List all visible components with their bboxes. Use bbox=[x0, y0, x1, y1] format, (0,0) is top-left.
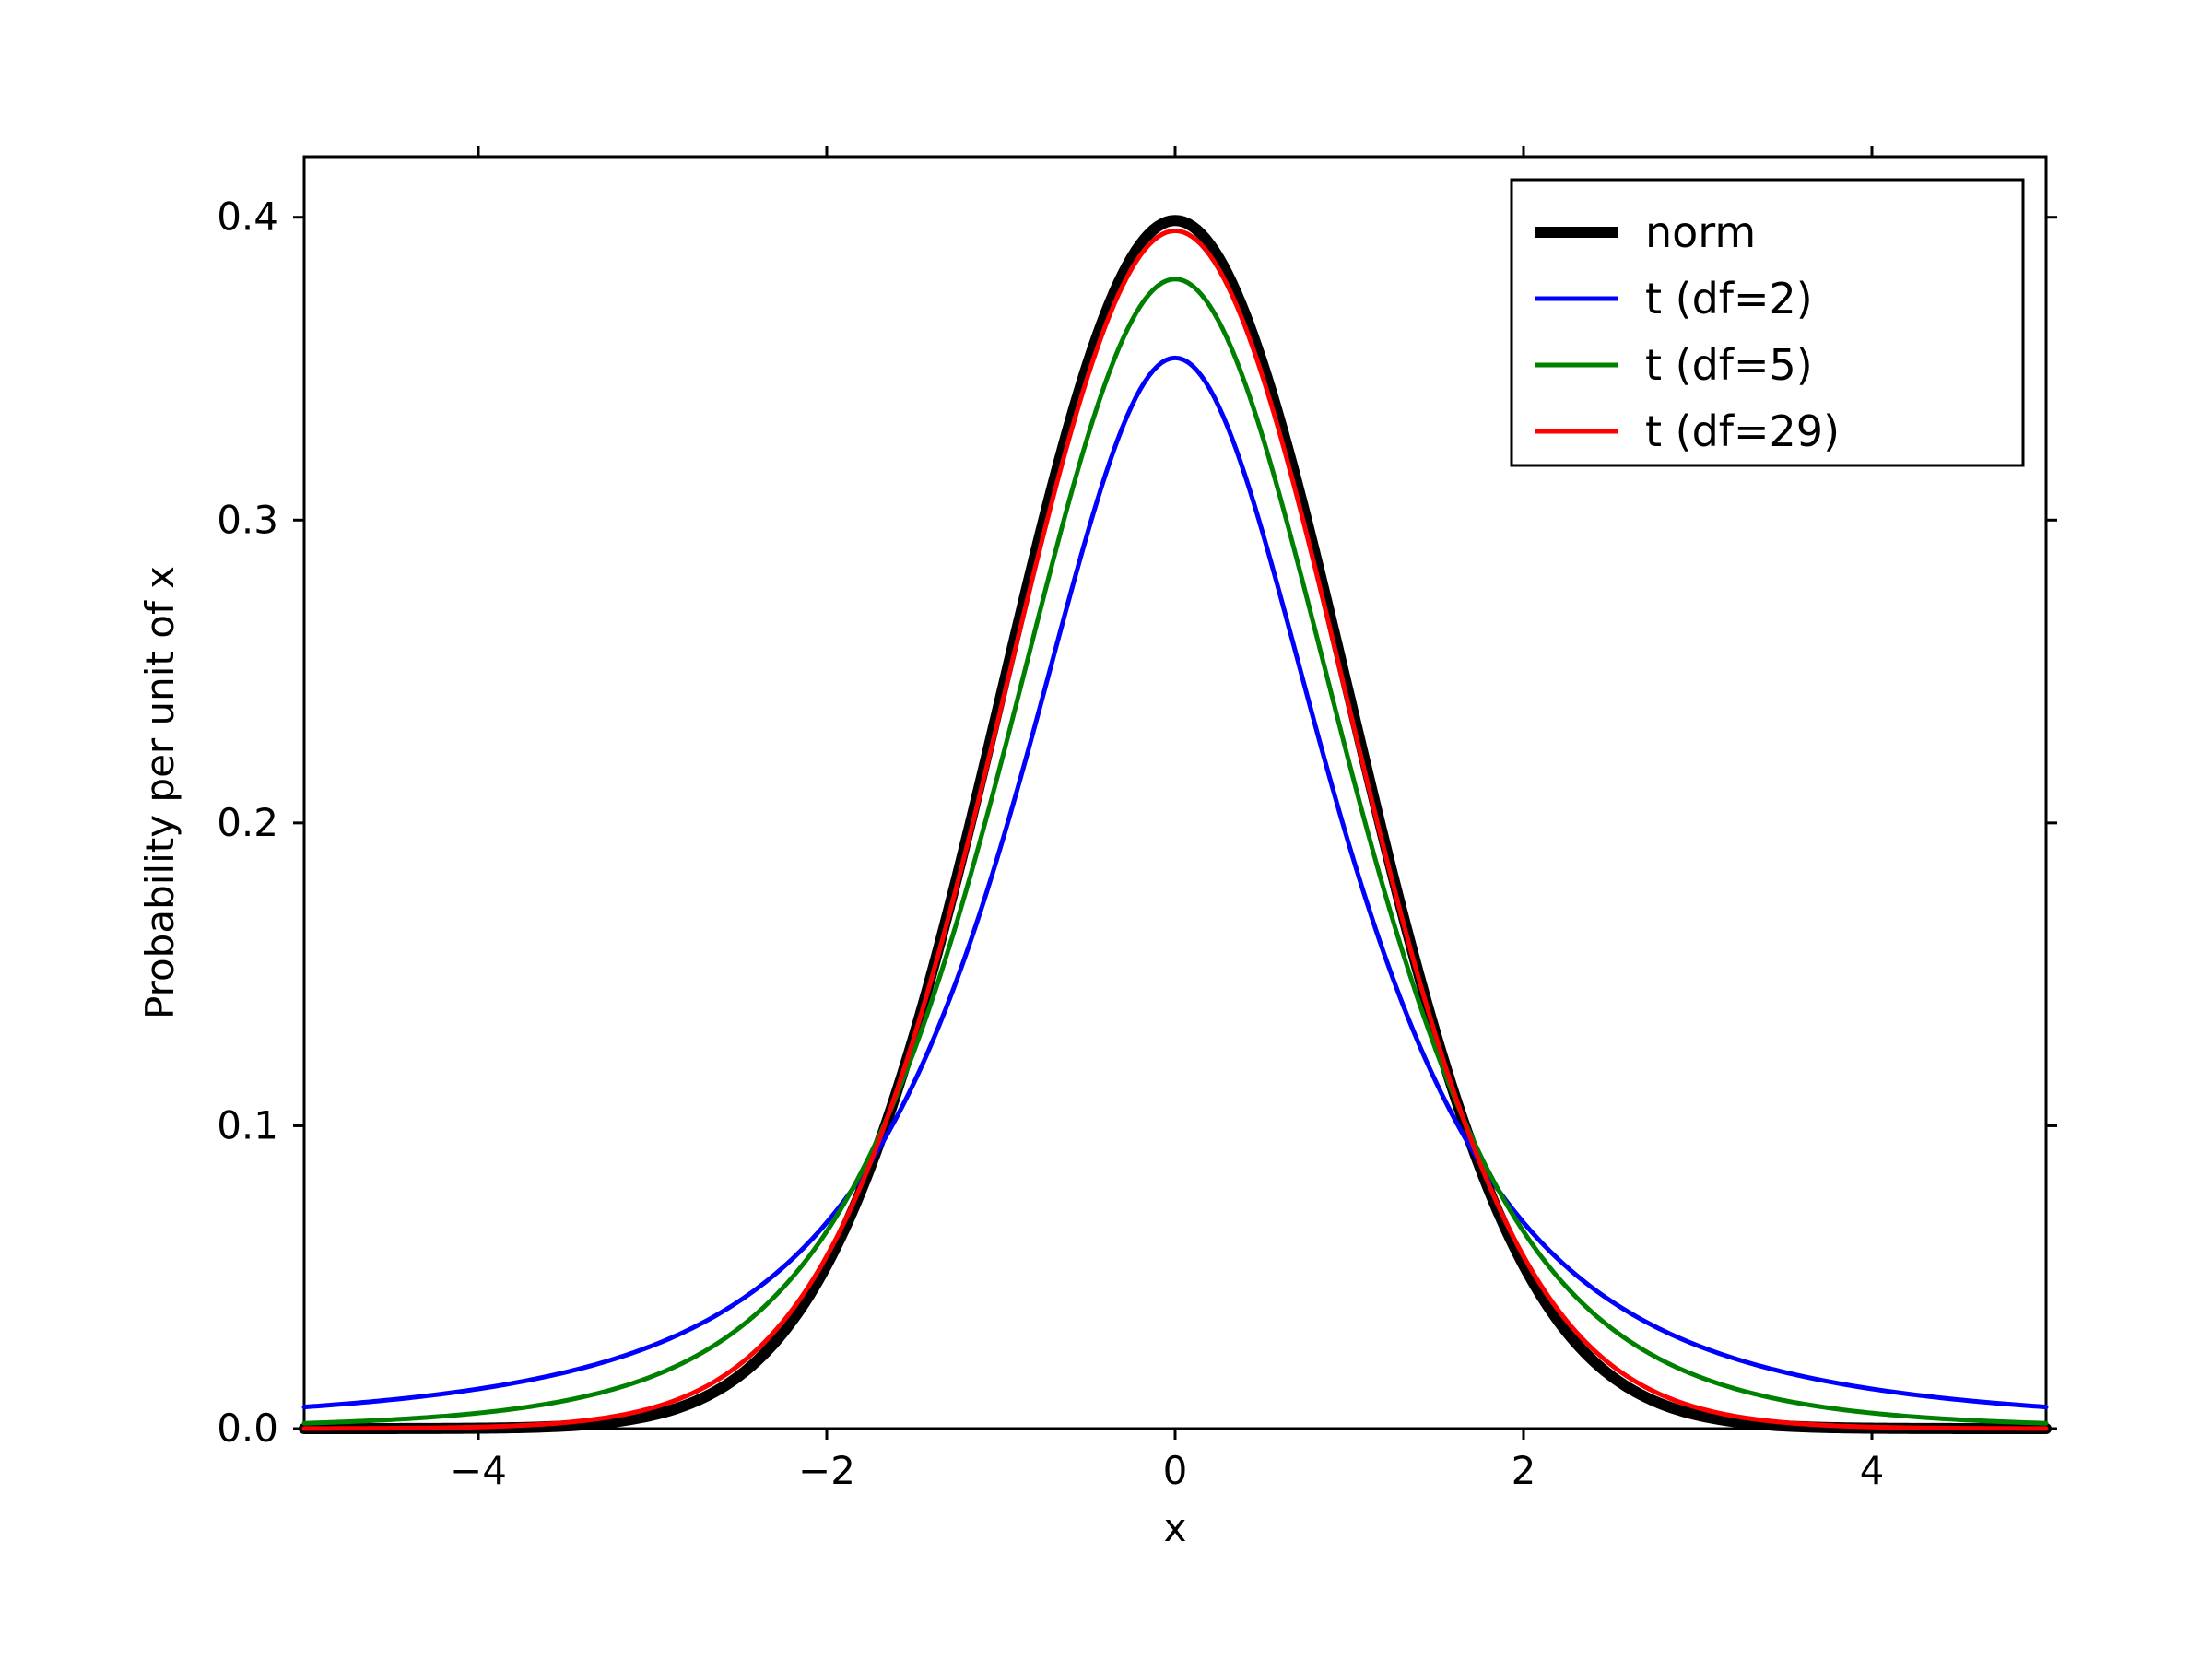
y-tick-label: 0.0 bbox=[217, 1406, 278, 1451]
x-tick-label: 0 bbox=[1163, 1448, 1188, 1493]
legend-label-t-df2: t (df=2) bbox=[1645, 274, 1813, 324]
legend-label-t-df29: t (df=29) bbox=[1645, 406, 1840, 456]
x-tick-label: 2 bbox=[1512, 1448, 1536, 1493]
series-t-df2 bbox=[304, 358, 2046, 1406]
legend: norm t (df=2) t (df=5) t (df=29) bbox=[1512, 180, 2023, 465]
x-tick-label: −4 bbox=[450, 1448, 507, 1493]
x-tick-label: 4 bbox=[1860, 1448, 1885, 1493]
legend-label-norm: norm bbox=[1645, 207, 1756, 257]
y-tick-label: 0.4 bbox=[217, 194, 278, 240]
y-tick-label: 0.2 bbox=[217, 800, 278, 845]
y-tick-label: 0.3 bbox=[217, 497, 278, 542]
x-tick-label: −2 bbox=[798, 1448, 855, 1493]
probability-density-chart: −4 −2 0 2 4 0.0 0.1 0.2 0.3 0.4 x Probability pe… bbox=[0, 0, 2212, 1659]
y-axis-label: Probability per unit of x bbox=[137, 566, 182, 1019]
y-tick-label: 0.1 bbox=[217, 1102, 278, 1147]
x-axis-label: x bbox=[1164, 1505, 1187, 1550]
legend-label-t-df5: t (df=5) bbox=[1645, 340, 1813, 390]
